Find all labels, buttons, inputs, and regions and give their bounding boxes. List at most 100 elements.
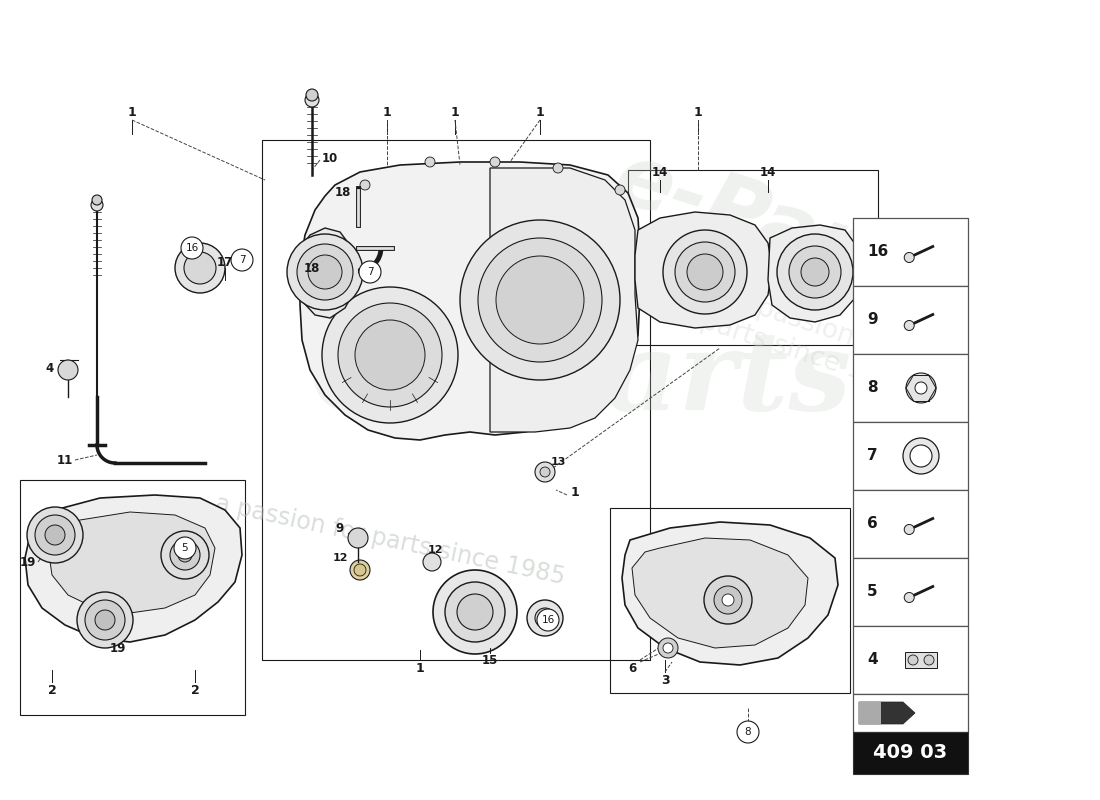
Circle shape xyxy=(737,721,759,743)
Circle shape xyxy=(663,643,673,653)
Text: 1: 1 xyxy=(536,106,544,118)
Circle shape xyxy=(322,287,458,423)
Bar xyxy=(852,626,968,694)
Text: 6: 6 xyxy=(628,662,636,674)
Text: 8: 8 xyxy=(745,727,751,737)
Text: 3: 3 xyxy=(661,674,669,686)
Text: 19: 19 xyxy=(20,555,36,569)
Circle shape xyxy=(92,195,102,205)
Circle shape xyxy=(540,467,550,477)
Text: 5: 5 xyxy=(182,543,188,553)
Circle shape xyxy=(231,249,253,271)
Text: 12: 12 xyxy=(332,553,348,563)
Polygon shape xyxy=(48,512,215,613)
Text: 1: 1 xyxy=(128,106,136,118)
Circle shape xyxy=(424,553,441,571)
Polygon shape xyxy=(490,168,638,432)
Circle shape xyxy=(433,570,517,654)
Circle shape xyxy=(910,445,932,467)
Bar xyxy=(852,732,968,774)
Bar xyxy=(852,422,968,490)
Text: 2: 2 xyxy=(190,683,199,697)
Circle shape xyxy=(675,242,735,302)
Text: 16: 16 xyxy=(186,243,199,253)
Circle shape xyxy=(360,180,370,190)
Circle shape xyxy=(801,258,829,286)
Circle shape xyxy=(95,610,116,630)
Text: 19: 19 xyxy=(110,642,126,654)
Circle shape xyxy=(915,382,927,394)
Circle shape xyxy=(306,89,318,101)
Text: 9: 9 xyxy=(336,522,344,534)
Circle shape xyxy=(904,253,914,262)
Text: 1: 1 xyxy=(383,106,392,118)
Circle shape xyxy=(359,261,381,283)
Circle shape xyxy=(178,548,192,562)
Circle shape xyxy=(350,560,370,580)
Text: 7: 7 xyxy=(239,255,245,265)
Text: 16: 16 xyxy=(867,245,889,259)
Circle shape xyxy=(184,252,216,284)
Bar xyxy=(852,558,968,626)
Circle shape xyxy=(287,234,363,310)
Text: 7: 7 xyxy=(867,449,878,463)
Circle shape xyxy=(908,655,918,665)
Circle shape xyxy=(535,462,556,482)
Circle shape xyxy=(355,320,425,390)
Text: 14: 14 xyxy=(652,166,668,178)
Circle shape xyxy=(456,594,493,630)
Circle shape xyxy=(615,185,625,195)
Bar xyxy=(852,286,968,354)
Bar xyxy=(859,702,881,724)
Text: 8: 8 xyxy=(867,381,878,395)
Text: 13: 13 xyxy=(550,457,565,467)
Circle shape xyxy=(348,528,369,548)
Polygon shape xyxy=(295,228,358,318)
Polygon shape xyxy=(635,212,772,328)
Circle shape xyxy=(714,586,742,614)
Text: 18: 18 xyxy=(334,186,351,198)
Circle shape xyxy=(527,600,563,636)
Bar xyxy=(852,354,968,422)
Circle shape xyxy=(789,246,842,298)
Circle shape xyxy=(904,525,914,534)
Circle shape xyxy=(308,255,342,289)
Polygon shape xyxy=(859,702,915,724)
Circle shape xyxy=(663,230,747,314)
Text: 14: 14 xyxy=(760,166,777,178)
Circle shape xyxy=(478,238,602,362)
Polygon shape xyxy=(632,538,808,648)
Text: 16: 16 xyxy=(541,615,554,625)
Circle shape xyxy=(924,655,934,665)
Text: 4: 4 xyxy=(46,362,54,374)
Text: -Parts: -Parts xyxy=(480,326,851,434)
Circle shape xyxy=(425,157,435,167)
Circle shape xyxy=(182,237,204,259)
Bar xyxy=(852,490,968,558)
Circle shape xyxy=(460,220,620,380)
Text: e: e xyxy=(306,258,434,452)
Circle shape xyxy=(553,163,563,173)
Circle shape xyxy=(58,360,78,380)
Circle shape xyxy=(35,515,75,555)
Text: 4: 4 xyxy=(867,653,878,667)
Circle shape xyxy=(904,321,914,330)
Text: e-Parts: e-Parts xyxy=(603,138,957,322)
Bar xyxy=(628,170,878,345)
Circle shape xyxy=(704,576,752,624)
Circle shape xyxy=(904,593,914,602)
Polygon shape xyxy=(300,162,640,440)
Text: a passion for
parts since 1985: a passion for parts since 1985 xyxy=(696,279,923,401)
Text: 1: 1 xyxy=(416,662,425,674)
Text: 12: 12 xyxy=(427,545,442,555)
Circle shape xyxy=(297,244,353,300)
Bar xyxy=(852,218,968,286)
Bar xyxy=(852,694,968,732)
Circle shape xyxy=(305,93,319,107)
Polygon shape xyxy=(25,495,242,642)
Circle shape xyxy=(161,531,209,579)
Circle shape xyxy=(174,537,196,559)
Text: 1: 1 xyxy=(694,106,703,118)
Circle shape xyxy=(658,638,678,658)
Circle shape xyxy=(45,525,65,545)
